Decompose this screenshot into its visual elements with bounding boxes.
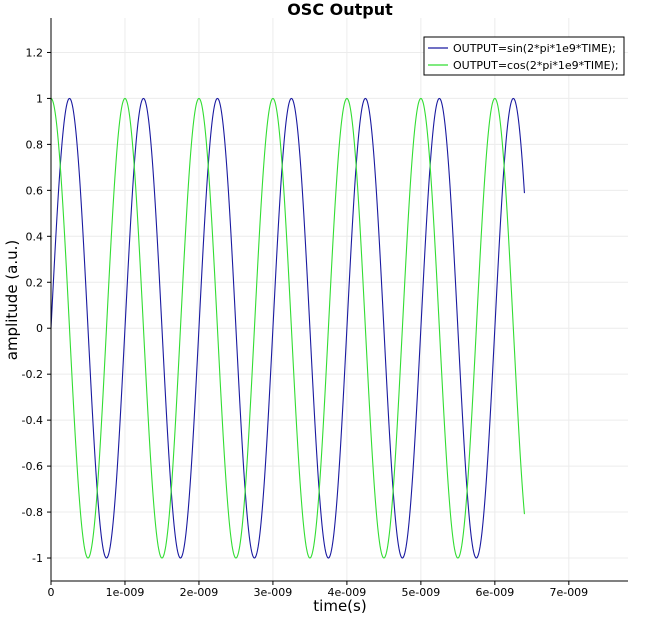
x-tick-label-5: 5e-009 — [402, 586, 441, 599]
legend-label-sin: OUTPUT=sin(2*pi*1e9*TIME); — [453, 42, 616, 55]
y-axis-ticks: 1.2 1 0.8 0.6 0.4 0.2 0 -0.2 -0.4 -0.6 -0.8 -1 — [22, 46, 51, 565]
y-tick-label-0: 1.2 — [26, 46, 44, 59]
y-tick-label-2: 0.8 — [26, 138, 44, 151]
series-layer — [50, 97, 525, 559]
y-tick-label-4: 0.4 — [26, 230, 44, 243]
legend-label-cos: OUTPUT=cos(2*pi*1e9*TIME); — [453, 59, 619, 72]
y-tick-label-8: -0.4 — [22, 414, 43, 427]
x-tick-label-3: 3e-009 — [254, 586, 293, 599]
y-axis-title: amplitude (a.u.) — [3, 240, 21, 361]
x-axis-title: time(s) — [313, 597, 366, 615]
y-tick-label-5: 0.2 — [26, 276, 44, 289]
chart-title: OSC Output — [287, 0, 393, 19]
y-tick-label-6: 0 — [36, 322, 43, 335]
series-line-sin — [50, 97, 525, 559]
y-tick-label-10: -0.8 — [22, 506, 43, 519]
x-axis-ticks: 0 1e-009 2e-009 3e-009 4e-009 5e-009 6e-009 7e-… — [48, 581, 588, 599]
y-tick-label-9: -0.6 — [22, 460, 43, 473]
legend: OUTPUT=sin(2*pi*1e9*TIME); OUTPUT=cos(2*p… — [423, 36, 625, 76]
x-tick-label-4: 4e-009 — [328, 586, 367, 599]
x-tick-label-1: 1e-009 — [106, 586, 145, 599]
x-tick-label-0: 0 — [48, 586, 55, 599]
axes — [50, 18, 628, 582]
x-tick-label-7: 7e-009 — [549, 586, 588, 599]
y-tick-label-1: 1 — [36, 92, 43, 105]
series-line-cos — [50, 97, 525, 559]
y-tick-label-11: -1 — [32, 552, 43, 565]
grid-lines — [51, 18, 628, 581]
legend-box — [423, 36, 625, 76]
y-tick-label-3: 0.6 — [26, 184, 44, 197]
y-tick-label-7: -0.2 — [22, 368, 43, 381]
x-tick-label-2: 2e-009 — [180, 586, 219, 599]
x-tick-label-6: 6e-009 — [475, 586, 514, 599]
